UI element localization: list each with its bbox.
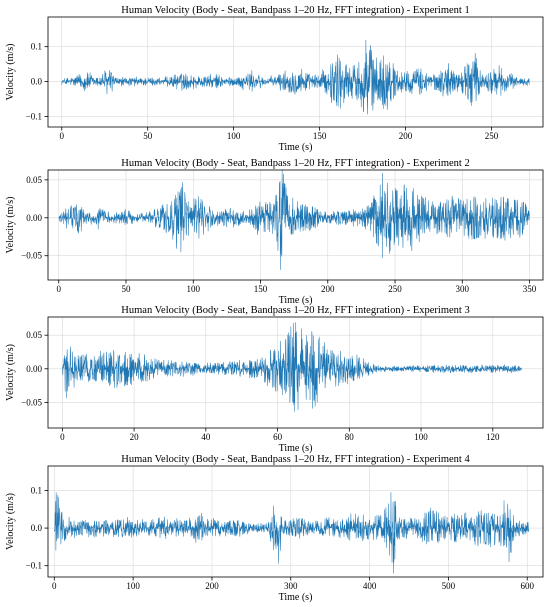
x-tick-label: 0 <box>60 131 65 141</box>
x-tick-label: 20 <box>130 432 140 442</box>
y-tick-label: 0.00 <box>26 213 42 223</box>
chart-experiment-3: 0 20 40 60 80 100 120 −0.05 0.00 0.05 Human Veloci… <box>5 305 544 454</box>
y-tick-label: 0.0 <box>31 77 43 87</box>
chart-title: Human Velocity (Body - Seat, Bandpass 1–… <box>121 5 469 16</box>
x-tick-label: 50 <box>143 131 153 141</box>
x-tick-label: 0 <box>52 581 57 591</box>
axes-frame <box>47 16 544 128</box>
x-tick-label: 50 <box>122 284 132 294</box>
y-axis-label: Velocity (m/s) <box>5 44 16 101</box>
velocity-series-line <box>54 492 530 574</box>
x-tick-label: 400 <box>363 581 377 591</box>
x-tick-label: 250 <box>388 284 402 294</box>
chart-title: Human Velocity (Body - Seat, Bandpass 1–… <box>121 454 470 465</box>
x-tick-label: 0 <box>57 284 62 294</box>
axes-frame <box>47 316 544 429</box>
x-tick-label: 200 <box>205 581 219 591</box>
x-tick-label: 200 <box>399 131 413 141</box>
x-tick-label: 150 <box>313 131 327 141</box>
x-tick-label: 0 <box>60 432 65 442</box>
x-tick-label: 100 <box>187 284 201 294</box>
x-tick-label: 350 <box>523 284 537 294</box>
x-tick-label: 600 <box>520 581 534 591</box>
x-tick-label: 40 <box>201 432 211 442</box>
x-tick-label: 300 <box>456 284 470 294</box>
x-tick-label: 100 <box>227 131 241 141</box>
y-tick-label: 0.1 <box>31 42 42 52</box>
chart-experiment-2: 0 50 100 150 200 250 300 350 −0.05 0.00 0.05 Human … <box>5 158 544 306</box>
y-tick-label: 0.05 <box>26 175 42 185</box>
velocity-series-line <box>58 169 530 270</box>
x-tick-label: 60 <box>273 432 283 442</box>
y-axis-label: Velocity (m/s) <box>5 493 16 550</box>
chart-title: Human Velocity (Body - Seat, Bandpass 1–… <box>121 158 469 169</box>
x-axis-label: Time (s) <box>279 142 313 153</box>
x-tick-label: 250 <box>485 131 499 141</box>
y-axis-label: Velocity (m/s) <box>5 344 16 401</box>
y-tick-label: −0.05 <box>21 397 42 407</box>
y-tick-label: −0.1 <box>26 112 42 122</box>
x-axis-label: Time (s) <box>279 295 313 306</box>
y-tick-label: 0.1 <box>31 485 42 495</box>
chart-experiment-1: 0 50 100 150 200 250 −0.1 0.0 0.1 Human Velocity … <box>5 5 544 153</box>
x-tick-label: 500 <box>442 581 456 591</box>
velocity-series-line <box>62 322 522 412</box>
x-axis-label: Time (s) <box>279 443 313 454</box>
x-tick-label: 150 <box>254 284 268 294</box>
axes-frame <box>47 169 544 281</box>
x-tick-label: 300 <box>284 581 298 591</box>
x-tick-label: 100 <box>126 581 140 591</box>
axes-frame <box>47 465 544 578</box>
velocity-series-line <box>61 39 530 115</box>
y-tick-label: 0.00 <box>26 364 42 374</box>
x-tick-label: 80 <box>345 432 355 442</box>
x-tick-label: 200 <box>321 284 335 294</box>
y-tick-label: 0.05 <box>26 330 42 340</box>
x-tick-label: 100 <box>414 432 428 442</box>
x-tick-label: 120 <box>486 432 500 442</box>
y-axis-label: Velocity (m/s) <box>5 197 16 254</box>
chart-experiment-4: 0 100 200 300 400 500 600 −0.1 0.0 0.1 Human Veloc… <box>5 454 544 603</box>
chart-title: Human Velocity (Body - Seat, Bandpass 1–… <box>121 305 469 316</box>
x-axis-label: Time (s) <box>279 592 313 603</box>
y-tick-label: 0.0 <box>31 523 43 533</box>
y-tick-label: −0.1 <box>26 561 42 571</box>
y-tick-label: −0.05 <box>21 251 42 261</box>
